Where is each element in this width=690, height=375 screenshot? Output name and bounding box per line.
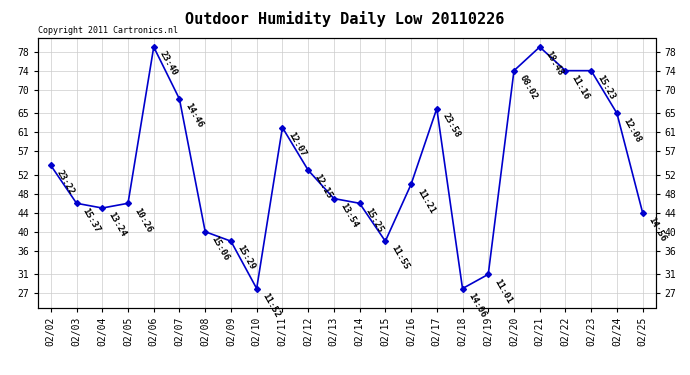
- Text: 23:22: 23:22: [55, 168, 76, 196]
- Text: 13:24: 13:24: [106, 211, 128, 238]
- Text: 14:06: 14:06: [466, 291, 488, 319]
- Text: 15:37: 15:37: [81, 206, 102, 234]
- Text: 23:40: 23:40: [158, 50, 179, 78]
- Text: 10:26: 10:26: [132, 206, 153, 234]
- Text: 11:55: 11:55: [389, 244, 411, 272]
- Text: 18:48: 18:48: [544, 50, 565, 78]
- Text: 23:58: 23:58: [441, 111, 462, 139]
- Text: 14:56: 14:56: [647, 216, 668, 243]
- Text: 14:46: 14:46: [184, 102, 205, 130]
- Text: 12:07: 12:07: [286, 130, 308, 158]
- Text: 11:52: 11:52: [261, 291, 282, 319]
- Text: 12:08: 12:08: [621, 116, 642, 144]
- Text: 11:01: 11:01: [493, 277, 513, 305]
- Text: 15:25: 15:25: [364, 206, 385, 234]
- Text: 12:15: 12:15: [313, 173, 333, 201]
- Text: 15:06: 15:06: [209, 234, 230, 262]
- Text: 15:23: 15:23: [595, 74, 617, 101]
- Text: Outdoor Humidity Daily Low 20110226: Outdoor Humidity Daily Low 20110226: [186, 11, 504, 27]
- Text: 11:16: 11:16: [570, 74, 591, 101]
- Text: 13:54: 13:54: [338, 201, 359, 229]
- Text: Copyright 2011 Cartronics.nl: Copyright 2011 Cartronics.nl: [38, 26, 178, 35]
- Text: 11:21: 11:21: [415, 187, 437, 215]
- Text: 15:29: 15:29: [235, 244, 256, 272]
- Text: 08:02: 08:02: [518, 74, 540, 101]
